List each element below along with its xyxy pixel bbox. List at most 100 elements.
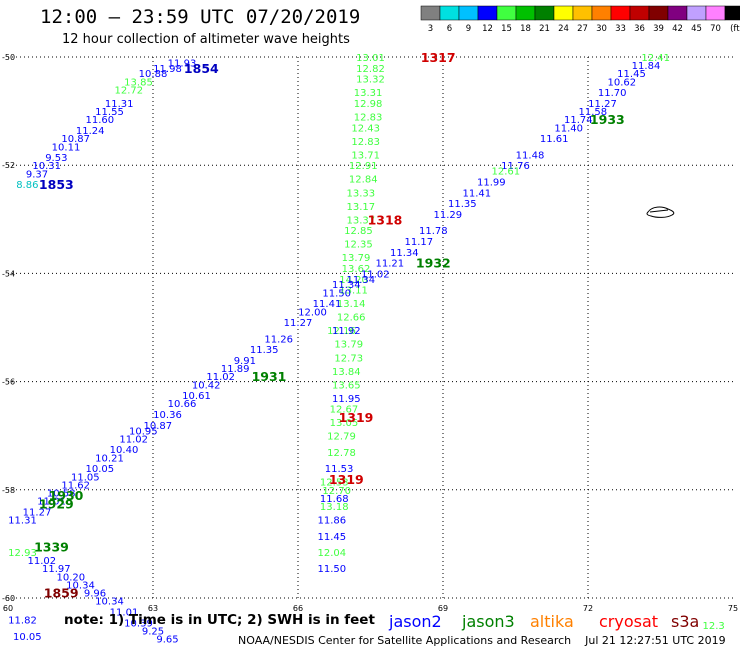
y-tick-label: -54 <box>2 269 15 278</box>
wave-height-label: 10.87 <box>144 421 173 432</box>
wave-height-label: 13.05 <box>330 418 359 429</box>
wave-height-label: 10.05 <box>13 632 42 643</box>
wave-height-label: 11.02 <box>361 269 390 280</box>
color-scale-label: 39 <box>653 24 664 34</box>
color-scale-swatch <box>477 5 498 21</box>
color-scale-label: 3 <box>428 24 433 34</box>
wave-height-label: 13.01 <box>356 53 385 64</box>
footer-note: note: 1) Time is in UTC; 2) SWH is in fe… <box>64 612 375 628</box>
wave-height-label: 10.87 <box>61 134 90 145</box>
wave-height-label: 11.01 <box>110 608 139 619</box>
wave-height-label: 12.93 <box>8 548 37 559</box>
wave-height-label: 11.95 <box>332 394 361 405</box>
wave-height-label: 9.65 <box>156 635 178 646</box>
wave-height-label: 10.61 <box>182 391 211 402</box>
wave-height-label: 8.86 <box>16 180 38 191</box>
legend-item-altika: altika <box>530 612 574 631</box>
wave-height-label: 11.34 <box>390 248 419 259</box>
color-scale-swatch <box>553 5 574 21</box>
wave-height-label: 12.72 <box>115 85 144 96</box>
wave-height-label: 13.37 <box>347 215 376 226</box>
wave-height-label: 11.17 <box>405 237 434 248</box>
color-scale-swatch <box>458 5 479 21</box>
wave-height-label: 11.31 <box>8 516 37 527</box>
color-scale-label: 33 <box>615 24 626 34</box>
wave-height-label: 13.84 <box>332 367 361 378</box>
color-scale-swatch <box>610 5 631 21</box>
wave-height-label: 12.00 <box>298 307 327 318</box>
wave-height-label: 13.33 <box>347 188 376 199</box>
wave-height-label: 12.43 <box>351 123 380 134</box>
track-time-label: 1932 <box>416 256 451 271</box>
wave-height-label: 12.16 <box>327 326 356 337</box>
wave-height-label: 11.92 <box>332 326 361 337</box>
chart-subtitle: 12 hour collection of altimeter wave hei… <box>62 32 350 47</box>
color-scale-label: 30 <box>596 24 607 34</box>
color-scale-swatch <box>496 5 517 21</box>
wave-height-label: 11.27 <box>284 318 313 329</box>
color-scale-label: 70 <box>710 24 721 34</box>
wave-height-label: 11.45 <box>617 69 646 80</box>
wave-height-label: 11.84 <box>632 61 661 72</box>
color-scale-label: 15 <box>501 24 512 34</box>
y-tick-label: -56 <box>2 378 15 387</box>
wave-height-label: 11.21 <box>376 259 405 270</box>
x-tick-label: 69 <box>438 604 448 613</box>
wave-height-label: 11.35 <box>448 199 477 210</box>
wave-height-label: 11.76 <box>501 161 530 172</box>
track-time-label: 1319 <box>329 472 364 487</box>
color-scale-label: 21 <box>539 24 550 34</box>
wave-height-label: 13.32 <box>356 75 385 86</box>
wave-height-label: 12.83 <box>351 137 380 148</box>
wave-height-label: 11.93 <box>168 58 197 69</box>
wave-height-label: 12.66 <box>337 313 366 324</box>
wave-height-label: 10.95 <box>129 426 158 437</box>
y-tick-label: -50 <box>2 53 15 62</box>
wave-height-label: 12.61 <box>492 167 521 178</box>
color-scale-label: 45 <box>691 24 702 34</box>
wave-height-label: 9.37 <box>26 169 48 180</box>
color-scale-swatch <box>515 5 536 21</box>
wave-height-label: 12.70 <box>322 486 351 497</box>
wave-height-label: 11.02 <box>28 556 57 567</box>
wave-height-label: 11.35 <box>250 345 279 356</box>
wave-height-label: 11.58 <box>579 107 608 118</box>
wave-height-label: 13.71 <box>351 150 380 161</box>
wave-height-label: 11.82 <box>8 616 37 627</box>
color-scale-label: (ft) <box>730 24 740 34</box>
island-outline <box>646 206 675 218</box>
wave-height-label: 11.41 <box>313 299 342 310</box>
wave-height-label: 13.79 <box>342 253 371 264</box>
color-scale-swatch <box>648 5 669 21</box>
wave-height-label: 12.3 <box>703 621 725 632</box>
wave-height-label: 11.26 <box>264 334 293 345</box>
track-time-label: 1929 <box>39 496 74 511</box>
wave-height-label: 11.27 <box>23 507 52 518</box>
wave-height-label: 9.25 <box>142 626 164 637</box>
color-scale-label: 12 <box>482 24 493 34</box>
wave-height-label: 10.34 <box>66 580 95 591</box>
wave-height-label: 10.34 <box>95 597 124 608</box>
x-tick-label: 63 <box>148 604 158 613</box>
wave-height-label: 13.11 <box>339 286 368 297</box>
wave-height-label: 10.21 <box>95 453 124 464</box>
track-time-label: 1859 <box>44 586 79 601</box>
wave-height-label: 13.79 <box>334 340 363 351</box>
wave-height-label: 12.04 <box>318 548 347 559</box>
color-scale-label: 42 <box>672 24 683 34</box>
color-scale-swatch <box>591 5 612 21</box>
wave-height-label: 10.39 <box>124 618 153 629</box>
legend-item-jason3: jason3 <box>462 612 515 631</box>
y-tick-label: -58 <box>2 486 15 495</box>
x-tick-label: 75 <box>728 604 738 613</box>
wave-height-label: 12.91 <box>349 161 378 172</box>
track-time-label: 1339 <box>34 540 69 555</box>
wave-height-label: 12.67 <box>330 405 359 416</box>
wave-height-label: 12.73 <box>334 353 363 364</box>
color-scale-label: 24 <box>558 24 569 34</box>
color-scale-swatch <box>686 5 707 21</box>
wave-height-label: 11.29 <box>434 210 463 221</box>
wave-height-label: 12.98 <box>354 99 383 110</box>
wave-height-label: 11.68 <box>320 494 349 505</box>
